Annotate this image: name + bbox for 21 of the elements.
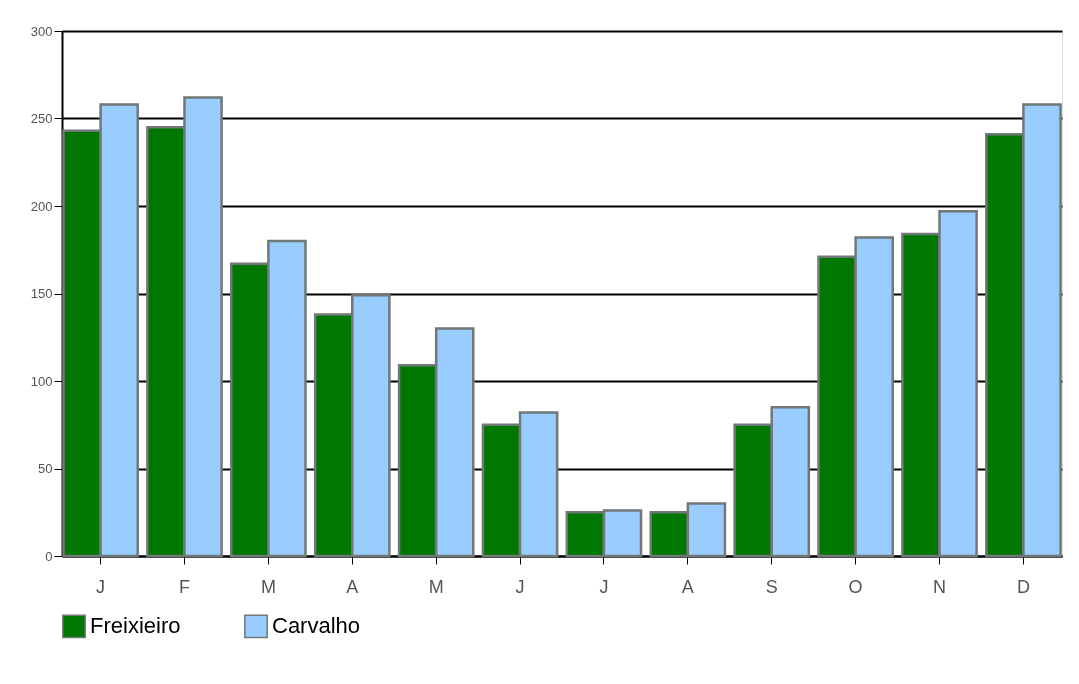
x-tick-label: F (178, 576, 190, 597)
y-tick-label: 300 (30, 23, 53, 39)
x-tick-label: M (428, 576, 444, 597)
y-tick-label: 50 (38, 461, 53, 476)
y-tick-label: 0 (45, 548, 53, 564)
legend-label: Freixieiro (90, 613, 181, 639)
x-tick-label: N (933, 576, 947, 597)
x-tick-label: A (681, 576, 694, 597)
x-tick-label: O (848, 576, 863, 597)
x-tick-label: J (515, 576, 525, 597)
x-tick-label: S (765, 576, 778, 597)
x-tick-label: J (96, 576, 106, 597)
x-tick-label: D (1016, 576, 1030, 597)
y-tick-label: 200 (30, 198, 53, 214)
x-tick-label: M (260, 576, 276, 597)
x-tick-label: J (599, 576, 609, 597)
y-tick-label: 250 (30, 111, 53, 126)
legend-label: Carvalho (272, 613, 361, 639)
x-tick-label: A (346, 576, 359, 597)
y-tick-label: 150 (30, 286, 53, 301)
y-tick-label: 100 (30, 373, 53, 389)
